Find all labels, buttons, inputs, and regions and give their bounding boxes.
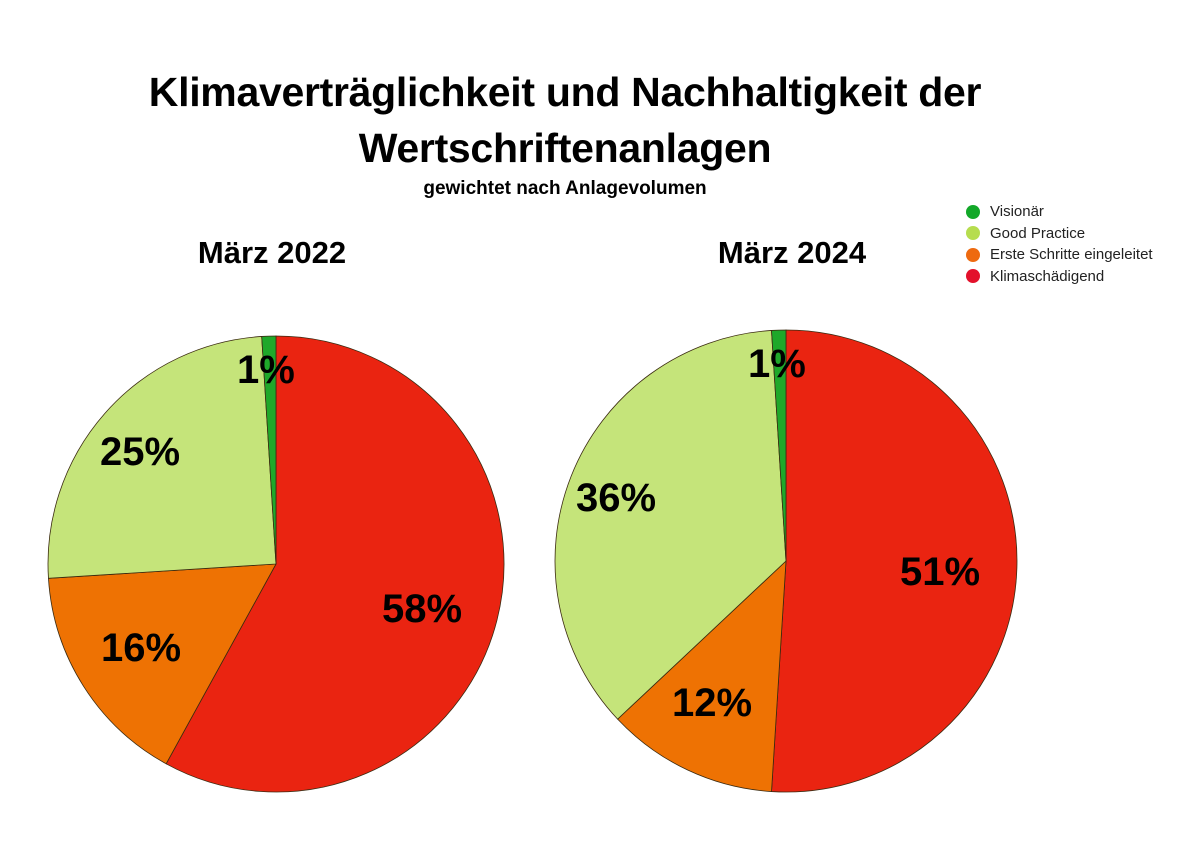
chart-subtitle: gewichtet nach Anlagevolumen bbox=[423, 178, 707, 199]
legend-item-visionaer: Visionär bbox=[966, 201, 1153, 223]
pie-2022-label-erste-schritte: 16% bbox=[101, 626, 181, 670]
legend: Visionär Good Practice Erste Schritte ei… bbox=[966, 201, 1153, 287]
chart-title-line2: Wertschriftenanlagen bbox=[358, 125, 772, 171]
pie-slice bbox=[617, 560, 787, 792]
pie-2024-label-klimaschaedigend: 51% bbox=[900, 550, 980, 594]
pie-title-2022: März 2022 bbox=[197, 235, 347, 270]
pie-slice bbox=[554, 330, 787, 720]
pie-slice bbox=[48, 563, 277, 765]
pie-slice bbox=[47, 336, 277, 579]
pie-chart-2022 bbox=[47, 335, 505, 793]
pie-2022-label-good-practice: 25% bbox=[100, 430, 180, 474]
pie-slice bbox=[771, 329, 787, 562]
pie-2022-label-visionaer: 1% bbox=[237, 348, 295, 392]
pie-2024-label-visionaer: 1% bbox=[748, 342, 806, 386]
legend-dot-icon bbox=[966, 226, 980, 241]
pie-title-2024: März 2024 bbox=[717, 235, 867, 270]
pie-slice bbox=[261, 335, 277, 565]
legend-item-good-practice: Good Practice bbox=[966, 223, 1153, 245]
legend-item-klimaschaedigend: Klimaschädigend bbox=[966, 266, 1153, 288]
legend-dot-icon bbox=[966, 269, 980, 284]
pie-2024-label-erste-schritte: 12% bbox=[672, 681, 752, 725]
legend-dot-icon bbox=[966, 247, 980, 262]
legend-dot-icon bbox=[966, 204, 980, 219]
chart-title-line1: Klimaverträglichkeit und Nachhaltigkeit … bbox=[148, 69, 982, 115]
legend-label: Good Practice bbox=[990, 224, 1086, 242]
pie-slice bbox=[771, 329, 1018, 793]
pie-2022-label-klimaschaedigend: 58% bbox=[382, 587, 462, 631]
legend-item-erste-schritte: Erste Schritte eingeleitet bbox=[966, 244, 1153, 266]
pie-chart-2024 bbox=[554, 329, 1018, 793]
pie-slice bbox=[165, 335, 505, 793]
legend-label: Erste Schritte eingeleitet bbox=[990, 246, 1153, 263]
legend-label: Klimaschädigend bbox=[990, 267, 1105, 285]
legend-label: Visionär bbox=[990, 203, 1044, 220]
pie-2024-label-good-practice: 36% bbox=[576, 476, 656, 520]
